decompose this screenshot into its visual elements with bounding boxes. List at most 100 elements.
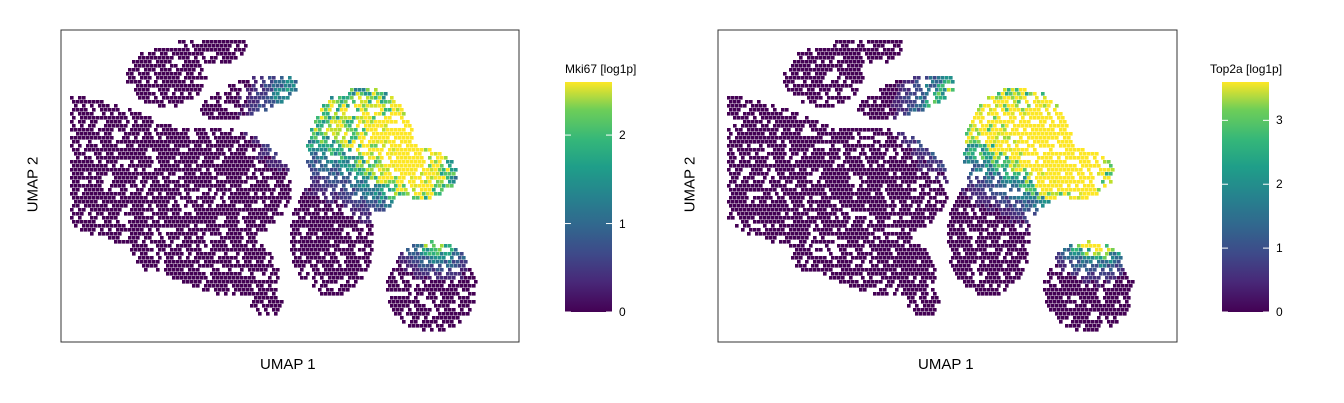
umap-point: [997, 164, 1001, 168]
umap-point: [148, 60, 152, 64]
umap-point: [182, 128, 186, 132]
umap-point: [116, 140, 120, 144]
umap-point: [346, 232, 350, 236]
umap-point: [224, 236, 228, 240]
umap-point: [336, 108, 340, 112]
umap-point: [839, 64, 843, 68]
umap-point: [380, 180, 384, 184]
umap-point: [1101, 156, 1105, 160]
umap-point: [216, 172, 220, 176]
umap-point: [244, 276, 248, 280]
umap-point: [923, 96, 927, 100]
umap-point: [1039, 192, 1043, 196]
umap-point: [118, 168, 122, 172]
umap-point: [274, 296, 278, 300]
umap-point: [78, 128, 82, 132]
umap-point: [899, 160, 903, 164]
umap-point: [843, 136, 847, 140]
umap-point: [366, 128, 370, 132]
umap-point: [224, 204, 228, 208]
umap-point: [136, 212, 140, 216]
umap-point: [92, 196, 96, 200]
umap-point: [741, 164, 745, 168]
umap-point: [761, 172, 765, 176]
umap-point: [887, 184, 891, 188]
umap-point: [857, 68, 861, 72]
umap-point: [825, 124, 829, 128]
umap-point: [446, 160, 450, 164]
umap-point: [789, 196, 793, 200]
umap-point: [72, 164, 76, 168]
umap-point: [334, 152, 338, 156]
umap-point: [196, 276, 200, 280]
umap-point: [370, 200, 374, 204]
umap-point: [232, 284, 236, 288]
umap-point: [947, 80, 951, 84]
umap-point: [242, 40, 246, 44]
umap-point: [969, 148, 973, 152]
umap-point: [210, 264, 214, 268]
umap-point: [198, 144, 202, 148]
umap-point: [316, 156, 320, 160]
umap-point: [913, 100, 917, 104]
umap-point: [276, 276, 280, 280]
umap-point: [410, 256, 414, 260]
umap-point: [164, 220, 168, 224]
umap-point: [1057, 116, 1061, 120]
umap-point: [338, 208, 342, 212]
umap-point: [1025, 180, 1029, 184]
umap-point: [86, 176, 90, 180]
umap-point: [777, 172, 781, 176]
umap-point: [122, 168, 126, 172]
umap-point: [308, 260, 312, 264]
umap-point: [741, 132, 745, 136]
umap-point: [84, 188, 88, 192]
umap-point: [845, 76, 849, 80]
umap-point: [224, 220, 228, 224]
umap-point: [859, 56, 863, 60]
umap-point: [1027, 184, 1031, 188]
umap-point: [314, 152, 318, 156]
umap-point: [274, 272, 278, 276]
point-cloud: [70, 40, 478, 332]
umap-point: [909, 156, 913, 160]
umap-point: [793, 92, 797, 96]
umap-point: [1033, 148, 1037, 152]
umap-point: [324, 284, 328, 288]
umap-point: [378, 200, 382, 204]
umap-point: [186, 264, 190, 268]
umap-point: [196, 252, 200, 256]
umap-point: [270, 288, 274, 292]
umap-point: [903, 192, 907, 196]
umap-point: [837, 196, 841, 200]
plot-frame: [60, 29, 520, 343]
umap-point: [765, 108, 769, 112]
umap-point: [150, 64, 154, 68]
umap-point: [204, 220, 208, 224]
umap-point: [819, 88, 823, 92]
umap-point: [86, 224, 90, 228]
umap-point: [324, 220, 328, 224]
umap-point: [280, 84, 284, 88]
umap-point: [98, 184, 102, 188]
umap-point: [1045, 108, 1049, 112]
umap-point: [753, 124, 757, 128]
umap-point: [819, 104, 823, 108]
umap-point: [969, 156, 973, 160]
umap-point: [248, 220, 252, 224]
umap-point: [90, 192, 94, 196]
umap-point: [218, 248, 222, 252]
umap-point: [378, 208, 382, 212]
umap-point: [210, 232, 214, 236]
umap-point: [82, 104, 86, 108]
umap-point: [757, 132, 761, 136]
umap-point: [70, 96, 74, 100]
umap-point: [895, 80, 899, 84]
umap-point: [847, 192, 851, 196]
umap-point: [380, 124, 384, 128]
umap-point: [1003, 120, 1007, 124]
umap-point: [242, 104, 246, 108]
umap-point: [907, 152, 911, 156]
umap-point: [148, 204, 152, 208]
umap-point: [210, 40, 214, 44]
